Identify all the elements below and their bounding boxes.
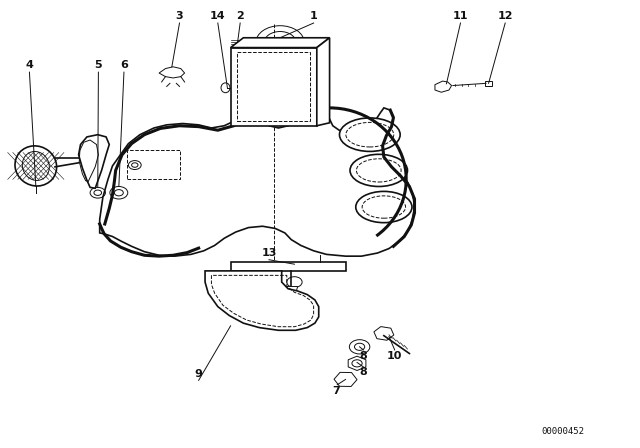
Polygon shape bbox=[79, 135, 109, 188]
Polygon shape bbox=[230, 262, 346, 271]
Text: 12: 12 bbox=[497, 11, 513, 22]
Text: 10: 10 bbox=[387, 351, 403, 361]
Text: 9: 9 bbox=[195, 369, 203, 379]
Text: 11: 11 bbox=[452, 11, 468, 22]
Text: 6: 6 bbox=[120, 60, 128, 70]
Text: 14: 14 bbox=[210, 11, 226, 22]
Text: 8: 8 bbox=[360, 351, 367, 361]
Text: 4: 4 bbox=[26, 60, 33, 70]
Polygon shape bbox=[285, 287, 298, 291]
Ellipse shape bbox=[350, 154, 408, 186]
Polygon shape bbox=[230, 38, 330, 47]
Polygon shape bbox=[253, 287, 266, 291]
Polygon shape bbox=[435, 81, 452, 92]
Text: 5: 5 bbox=[95, 60, 102, 70]
Text: 00000452: 00000452 bbox=[541, 427, 584, 436]
Circle shape bbox=[256, 26, 305, 60]
Polygon shape bbox=[230, 47, 317, 126]
Polygon shape bbox=[100, 108, 415, 256]
Text: 3: 3 bbox=[176, 11, 183, 22]
Text: 8: 8 bbox=[360, 367, 367, 377]
Ellipse shape bbox=[15, 146, 57, 186]
Polygon shape bbox=[317, 38, 330, 126]
Text: 13: 13 bbox=[261, 248, 276, 258]
Polygon shape bbox=[159, 67, 184, 78]
Text: 7: 7 bbox=[332, 387, 340, 396]
Polygon shape bbox=[205, 271, 319, 330]
Ellipse shape bbox=[356, 191, 412, 223]
Text: 1: 1 bbox=[310, 11, 317, 22]
Ellipse shape bbox=[339, 118, 400, 151]
Text: 2: 2 bbox=[236, 11, 244, 22]
